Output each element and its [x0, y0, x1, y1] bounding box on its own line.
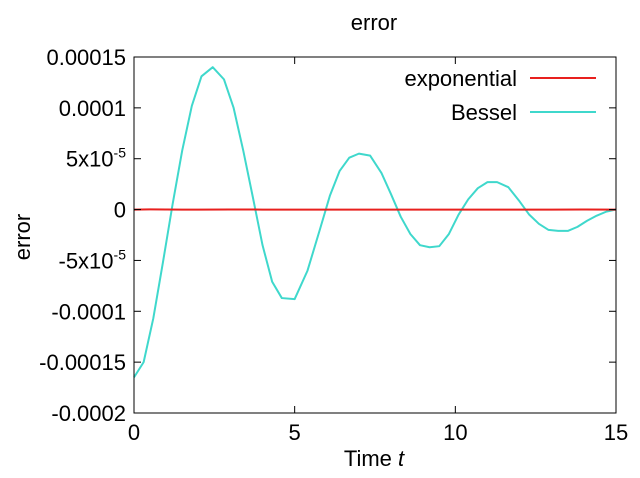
- x-tick-label: 5: [289, 420, 301, 445]
- chart-title: error: [351, 10, 397, 35]
- x-tick-label: 0: [128, 420, 140, 445]
- y-tick-label: 0.00015: [46, 45, 126, 70]
- legend-label: exponential: [404, 66, 517, 91]
- x-tick-label: 10: [443, 420, 467, 445]
- plot-frame: [133, 56, 617, 414]
- y-tick-label: -0.00015: [39, 350, 126, 375]
- x-tick-label: 15: [604, 420, 628, 445]
- legend: exponential Bessel: [404, 66, 596, 125]
- y-axis-label: error: [10, 214, 35, 260]
- legend-label: Bessel: [451, 100, 517, 125]
- y-tick-label: -0.0002: [51, 401, 126, 426]
- series-line-bessel: [133, 66, 617, 378]
- y-tick-label: 0: [114, 198, 126, 223]
- y-tick-label: 5x10-5: [66, 145, 126, 172]
- y-tick-label: 0.0001: [59, 96, 126, 121]
- plot-lines: [133, 66, 617, 378]
- x-axis-label-text: Time: [344, 446, 398, 471]
- y-tick-label: -0.0001: [51, 299, 126, 324]
- x-axis-label-variable: t: [398, 446, 405, 471]
- tick-labels: 0 5 10 15 0.00015 0.0001 5x10-5 0 -5x10-5 -0.0001…: [39, 45, 628, 445]
- y-tick-label: -5x10-5: [59, 246, 127, 273]
- ticks: [133, 56, 617, 414]
- x-axis-label: Time t: [344, 446, 405, 471]
